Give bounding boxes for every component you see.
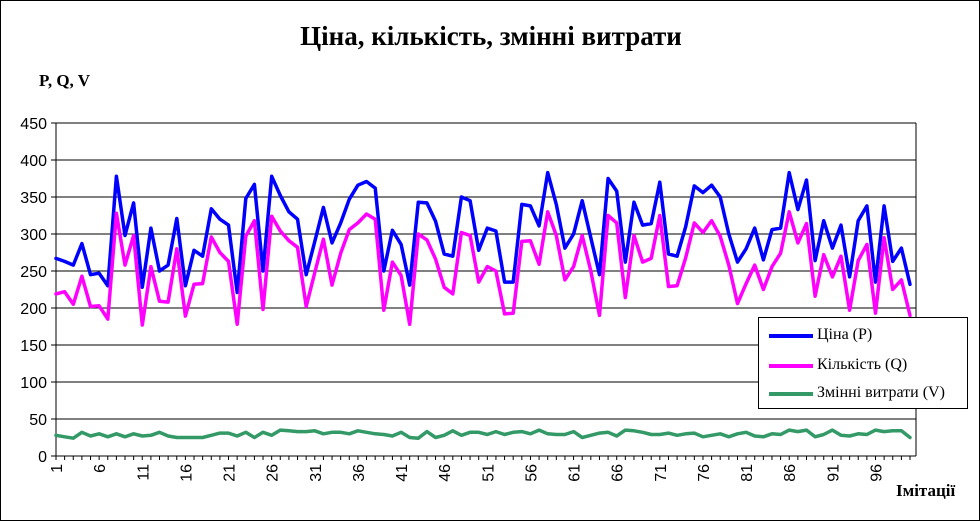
x-tick-label: 91	[825, 464, 842, 482]
x-tick-label: 26	[265, 464, 282, 482]
x-axis-title: Імітації	[896, 481, 956, 500]
series-line-2	[54, 428, 912, 440]
x-tick-label: 46	[437, 464, 454, 482]
x-tick-label: 6	[92, 464, 109, 473]
y-tick-label: 200	[20, 301, 47, 318]
x-tick-label: 61	[567, 464, 584, 482]
y-tick-label: 0	[38, 449, 47, 466]
x-tick-label: 41	[394, 464, 411, 482]
x-tick-label: 76	[696, 464, 713, 482]
x-tick-label: 56	[523, 464, 540, 482]
x-tick-label: 31	[308, 464, 325, 482]
gridlines	[56, 122, 916, 420]
y-tick-label: 350	[20, 190, 47, 207]
x-tick-label: 11	[135, 464, 152, 481]
chart-title: Ціна, кількість, змінні витрати	[300, 21, 682, 51]
x-tick-label: 66	[610, 464, 627, 482]
legend-swatch-quantity	[769, 364, 813, 368]
y-tick-label: 450	[20, 116, 47, 133]
series-line-1	[54, 210, 912, 327]
legend-swatch-price	[769, 334, 813, 338]
y-tick-label: 400	[20, 153, 47, 170]
x-tick-label: 1	[49, 464, 66, 473]
y-tick-label: 100	[20, 375, 47, 392]
x-tick-label: 51	[480, 464, 497, 482]
legend-swatch-variable-costs	[769, 392, 813, 396]
x-tick-label: 71	[653, 464, 670, 482]
legend-item-variable-costs: Змінні витрати (V)	[759, 382, 967, 404]
legend-label-price: Ціна (P)	[817, 326, 873, 343]
legend-label-quantity: Кількість (Q)	[817, 356, 908, 373]
legend-label-variable-costs: Змінні витрати (V)	[817, 384, 945, 401]
y-tick-label: 50	[29, 412, 47, 429]
x-tick-label: 86	[782, 464, 799, 482]
y-tick-label: 150	[20, 338, 47, 355]
legend-item-quantity: Кількість (Q)	[759, 354, 967, 376]
y-axis-title: P, Q, V	[39, 71, 91, 90]
x-tick-labels: 1 6 11 16 21 26 31 36 41 46 51 56 61 66 71 76 81 86 91 96	[49, 464, 885, 482]
y-tick-labels: 0 50 100 150 200 250 300 350 400 450	[20, 116, 47, 466]
x-tick-label: 21	[222, 464, 239, 482]
legend-item-price: Ціна (P)	[759, 324, 967, 346]
x-tick-label: 16	[178, 464, 195, 482]
x-tick-label: 96	[868, 464, 885, 482]
legend: Ціна (P) Кількість (Q) Змінні витрати (V…	[758, 317, 968, 409]
x-tick-label: 36	[351, 464, 368, 482]
series-lines	[54, 170, 912, 440]
axes	[51, 122, 917, 460]
series-line-0	[54, 170, 912, 295]
y-tick-label: 250	[20, 264, 47, 281]
x-tick-label: 81	[739, 464, 756, 482]
y-tick-label: 300	[20, 227, 47, 244]
